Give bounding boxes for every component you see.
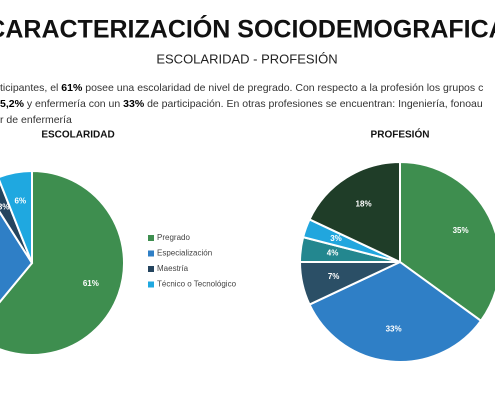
charts: ESCOLARIDAD61%30%3%6%PregradoEspecializa… (0, 128, 495, 363)
data-label-unit: % (394, 325, 401, 334)
chart-title: PROFESIÓN (371, 128, 430, 141)
data-label-unit: % (461, 226, 468, 235)
data-label-value: 4 (327, 249, 332, 258)
paragraph-line: r de enfermería (0, 114, 72, 126)
data-label: 18% (356, 200, 372, 209)
text-run: 5,2% (0, 98, 25, 110)
text-run: r de enfermería (0, 114, 72, 126)
data-label-value: 6 (14, 197, 19, 206)
text-run: posee una escolaridad de nivel de pregra… (82, 82, 483, 94)
pie-slice (308, 160, 401, 264)
data-label-value: 33 (386, 325, 395, 334)
slide-title: CARACTERIZACIÓN SOCIODEMOGRAFICA (0, 14, 495, 44)
legend-swatch (148, 235, 154, 241)
data-label-value: 3 (0, 202, 3, 211)
text-run: ticipantes, el (0, 82, 61, 94)
legend-label: Pregrado (157, 233, 190, 242)
paragraph-line: 5,2% y enfermería con un 33% de particip… (0, 98, 483, 110)
pie-slice (0, 169, 125, 356)
pie-slice (399, 160, 495, 323)
data-label: 35% (453, 226, 469, 235)
data-label-unit: % (2, 202, 9, 211)
legend-label: Especialización (157, 249, 212, 258)
paragraph-line: ticipantes, el 61% posee una escolaridad… (0, 82, 483, 94)
data-label-unit: % (331, 249, 338, 258)
pie-slice (308, 260, 483, 363)
data-label-unit: % (364, 200, 371, 209)
legend-label: Técnico o Tecnológico (157, 280, 237, 289)
paragraph: ticipantes, el 61% posee una escolaridad… (0, 82, 483, 126)
data-label-unit: % (19, 197, 26, 206)
data-label-value: 35 (453, 226, 462, 235)
data-label-unit: % (335, 234, 342, 243)
text-run: y enfermería con un (24, 98, 123, 110)
data-label-value: 61 (83, 279, 92, 288)
data-label: 7% (328, 272, 340, 281)
legend-swatch (148, 250, 154, 257)
data-label: 3% (0, 202, 9, 211)
data-label: 61% (83, 279, 99, 288)
data-label: 3% (330, 234, 342, 243)
text-run: 33% (123, 98, 145, 110)
chart-title: ESCOLARIDAD (41, 130, 114, 141)
slide-subtitle: ESCOLARIDAD - PROFESIÓN (156, 51, 337, 66)
data-label-unit: % (332, 272, 339, 281)
data-label: 4% (327, 249, 339, 258)
text-run: de participación. En otras profesiones s… (144, 98, 483, 110)
data-label: 33% (386, 325, 402, 334)
text-run: 61% (61, 82, 83, 94)
pie-slice (0, 210, 34, 304)
data-label-value: 18 (356, 200, 365, 209)
legend-swatch (148, 266, 154, 272)
data-label-unit: % (92, 279, 99, 288)
legend-label: Maestría (157, 264, 189, 273)
data-label-value: 7 (328, 272, 333, 281)
pie-slice (0, 169, 33, 264)
data-label: 6% (14, 197, 26, 206)
legend-swatch (148, 281, 154, 288)
data-label-value: 3 (330, 234, 335, 243)
